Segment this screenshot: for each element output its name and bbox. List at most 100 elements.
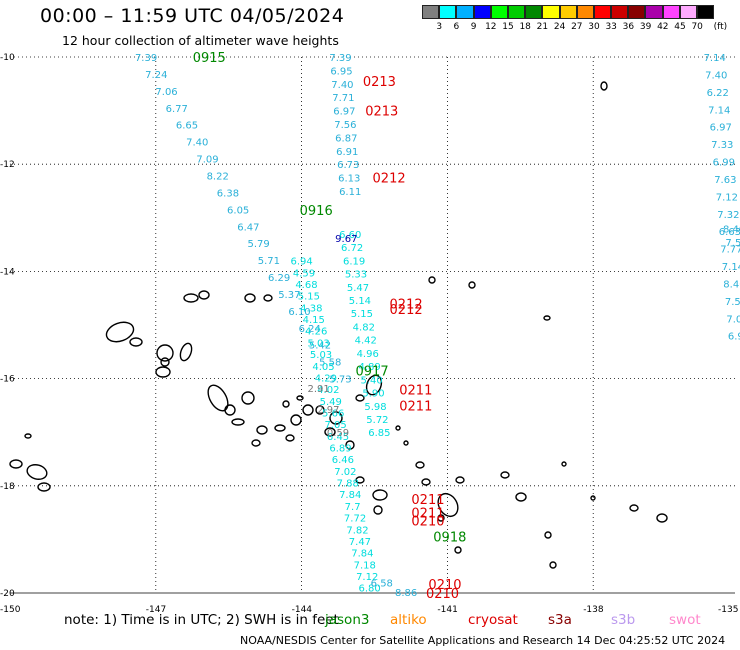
lon-tick-label: -141 bbox=[437, 605, 457, 615]
wave-height-value: 4.89 bbox=[359, 362, 381, 373]
wave-height-value: 5.79 bbox=[247, 239, 269, 250]
pass-time-label: 0918 bbox=[433, 531, 466, 546]
wave-height-value: 5.47 bbox=[347, 283, 369, 294]
color-swatch bbox=[679, 5, 697, 19]
wave-height-value: 4.68 bbox=[295, 280, 317, 291]
wave-height-value: 7.39 bbox=[135, 53, 157, 64]
island-outline bbox=[590, 495, 596, 501]
wave-height-value: 4.02 bbox=[317, 385, 339, 396]
wave-height-value: 4.26 bbox=[305, 327, 327, 338]
wave-height-value: 6.60 bbox=[339, 230, 361, 241]
wave-height-value: 7.84 bbox=[351, 549, 373, 560]
wave-height-value: 4.82 bbox=[353, 322, 375, 333]
lon-tick-label: -138 bbox=[583, 605, 604, 615]
color-scale-label: 27 bbox=[571, 22, 583, 32]
wave-height-value: 4.29 bbox=[315, 373, 337, 384]
satellite-legend-cryosat: cryosat bbox=[468, 612, 518, 628]
wave-height-value: 8.86 bbox=[395, 588, 417, 599]
wave-height-value: 6.94 bbox=[290, 257, 312, 268]
island-outline bbox=[302, 404, 314, 416]
pass-time-labels: 0915021302130212091602120212091702110211… bbox=[193, 51, 467, 602]
color-scale-label: 70 bbox=[691, 22, 703, 32]
pass-time-label: 0213 bbox=[365, 105, 398, 120]
lat-tick-label: -18 bbox=[0, 482, 15, 492]
color-scale-label: 18 bbox=[519, 22, 531, 32]
wave-height-value: 7.09 bbox=[196, 155, 218, 166]
island-outline bbox=[455, 476, 465, 484]
note-text: note: 1) Time is in UTC; 2) SWH is in fe… bbox=[64, 612, 339, 628]
wave-height-value: 8.22 bbox=[207, 171, 229, 182]
island-outline bbox=[263, 294, 273, 302]
island-outline bbox=[437, 514, 445, 522]
axis-labels: -10 -12 -14 -16 -18 -20 -150 -147 -144 -141 -138 -1… bbox=[0, 53, 738, 615]
island-outline bbox=[198, 290, 210, 300]
island-outline bbox=[105, 321, 135, 343]
altimeter-track: 7.39 7.24 7.06 6.77 6.65 7.40 7.09 8.22 6.38 6.05… bbox=[135, 53, 352, 386]
color-swatch bbox=[576, 5, 594, 19]
color-swatch bbox=[611, 5, 629, 19]
color-scale-label: 12 bbox=[485, 22, 497, 32]
island-outline bbox=[251, 439, 261, 447]
wave-height-value: 6.11 bbox=[339, 187, 361, 198]
island-outline bbox=[155, 366, 171, 378]
wave-height-value: 7.33 bbox=[711, 140, 733, 151]
wave-height-value: 7.82 bbox=[346, 525, 368, 536]
map-grid bbox=[10, 56, 735, 594]
island-outlines bbox=[9, 81, 668, 569]
wave-height-value: 7.07 bbox=[726, 314, 740, 325]
wave-height-value: 5.03 bbox=[310, 350, 332, 361]
island-outline bbox=[207, 384, 229, 412]
wave-height-value: 7.84 bbox=[339, 490, 361, 501]
pass-time-label: 0211 bbox=[411, 493, 444, 508]
wave-height-value: 5.71 bbox=[258, 256, 280, 267]
wave-height-value: 6.46 bbox=[332, 455, 354, 466]
island-outline bbox=[285, 434, 295, 442]
color-scale-labels: 3 6 9 12 15 18 21 24 27 30 33 36 39 42 45 70 (ft) bbox=[422, 22, 740, 34]
wave-height-value: 5.73 bbox=[329, 375, 351, 386]
wave-height-value: 5.49 bbox=[320, 397, 342, 408]
wave-height-value: 7.12 bbox=[716, 192, 738, 203]
island-outline bbox=[549, 561, 557, 569]
island-outline bbox=[629, 504, 639, 512]
lon-tick-label: -150 bbox=[0, 605, 21, 615]
color-scale bbox=[422, 5, 715, 20]
altimeter-tracks: 7.39 7.24 7.06 6.77 6.65 7.40 7.09 8.22 6.38 6.05… bbox=[135, 53, 740, 599]
pass-time-label: 0210 bbox=[411, 515, 444, 530]
island-outline bbox=[500, 471, 510, 479]
pass-time-label: 0916 bbox=[300, 204, 333, 219]
island-outline bbox=[324, 427, 336, 437]
wave-height-value: 7.56 bbox=[334, 120, 356, 131]
color-scale-label: 33 bbox=[605, 22, 617, 32]
pass-time-label: 0211 bbox=[399, 383, 432, 398]
pass-time-label: 0211 bbox=[399, 399, 432, 414]
wave-height-value: 6.45 bbox=[327, 432, 349, 443]
lon-tick-label: -144 bbox=[292, 605, 313, 615]
island-outline bbox=[468, 281, 476, 289]
color-swatch bbox=[490, 5, 508, 19]
color-scale-label: 21 bbox=[536, 22, 549, 32]
wave-height-value: 7.14 bbox=[722, 262, 740, 273]
island-outline bbox=[129, 337, 143, 347]
lat-tick-label: -16 bbox=[0, 375, 15, 385]
wave-height-value: 6.91 bbox=[336, 147, 358, 158]
island-outline bbox=[315, 405, 325, 415]
island-outline bbox=[231, 418, 245, 426]
color-scale-label: 24 bbox=[553, 22, 566, 32]
island-outline bbox=[26, 464, 48, 480]
island-outline bbox=[355, 394, 365, 402]
wave-height-value: 5.66 bbox=[322, 408, 344, 419]
wave-height-value: 6.22 bbox=[707, 88, 729, 99]
island-outline bbox=[9, 459, 23, 469]
color-scale-label: 45 bbox=[674, 22, 686, 32]
wave-height-value: 6.95 bbox=[330, 66, 352, 77]
island-outline bbox=[415, 461, 425, 469]
altimeter-track: 7.14 7.40 6.22 7.14 6.97 7.33 6.99 7.63 7.12 7.32… bbox=[704, 53, 740, 343]
island-outline bbox=[544, 531, 552, 539]
wave-height-value: 7.24 bbox=[145, 70, 167, 81]
wave-height-value: 5.14 bbox=[349, 296, 371, 307]
color-swatch bbox=[697, 5, 715, 19]
wave-height-value: 7.71 bbox=[332, 93, 354, 104]
wave-height-value: 7.06 bbox=[155, 87, 177, 98]
island-outline bbox=[256, 425, 268, 435]
wave-height-value: 8.40 bbox=[723, 225, 740, 236]
